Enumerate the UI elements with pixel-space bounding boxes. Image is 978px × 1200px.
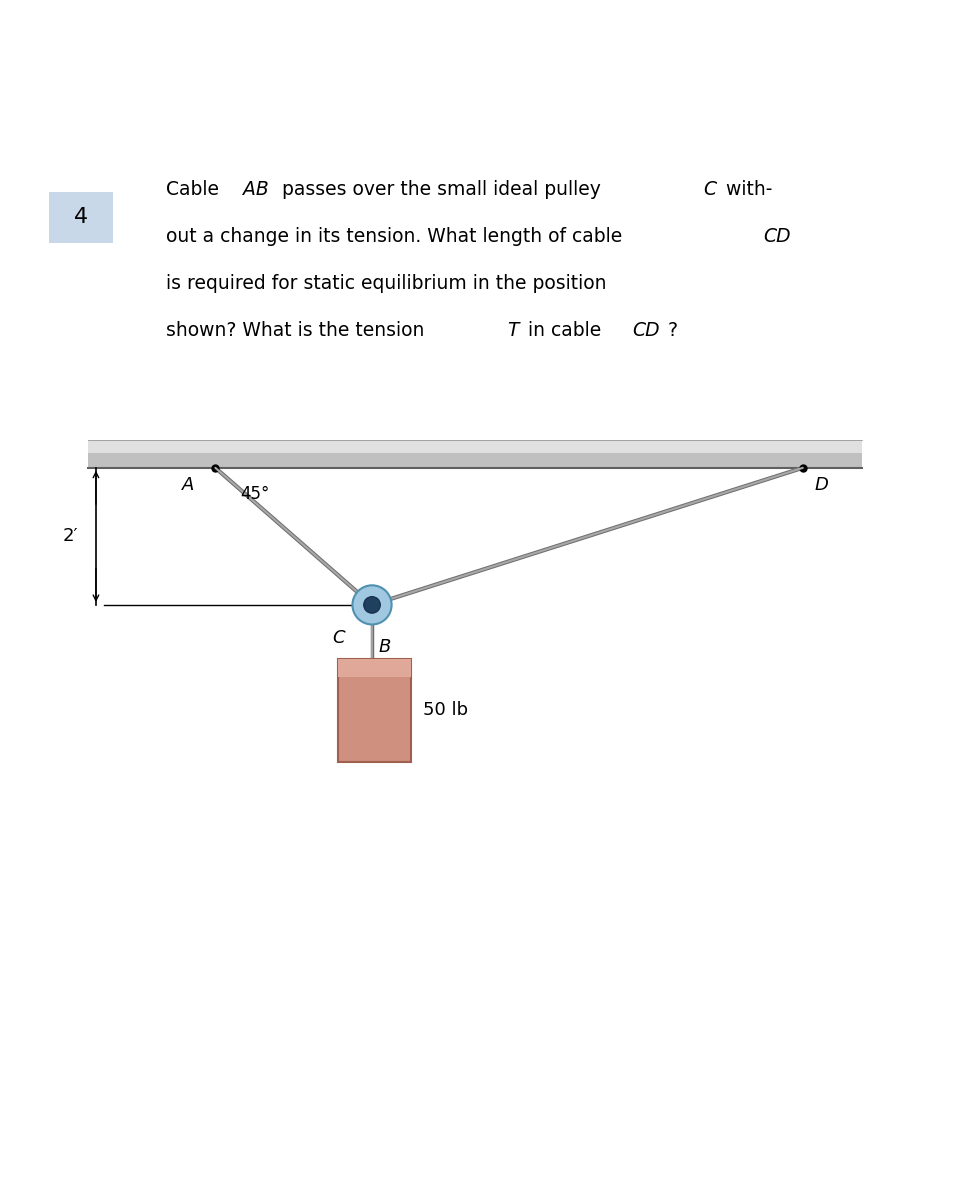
Text: CD: CD bbox=[762, 227, 789, 246]
Text: T: T bbox=[507, 320, 518, 340]
Text: 2′: 2′ bbox=[63, 527, 78, 545]
Text: in cable: in cable bbox=[522, 320, 607, 340]
Text: out a change in its tension. What length of cable: out a change in its tension. What length… bbox=[166, 227, 628, 246]
Text: shown? What is the tension: shown? What is the tension bbox=[166, 320, 430, 340]
Text: ?: ? bbox=[667, 320, 678, 340]
Text: with-: with- bbox=[719, 180, 772, 199]
FancyBboxPatch shape bbox=[49, 192, 112, 242]
Circle shape bbox=[352, 586, 391, 624]
Text: 4: 4 bbox=[73, 208, 88, 227]
Bar bbox=[337, 659, 411, 677]
Text: is required for static equilibrium in the position: is required for static equilibrium in th… bbox=[166, 274, 606, 293]
Bar bbox=[88, 440, 861, 468]
Text: B: B bbox=[378, 638, 391, 656]
Bar bbox=[88, 440, 861, 452]
Text: passes over the small ideal pulley: passes over the small ideal pulley bbox=[276, 180, 606, 199]
Text: A: A bbox=[181, 475, 194, 493]
Circle shape bbox=[364, 596, 379, 613]
Bar bbox=[337, 659, 411, 762]
Text: C: C bbox=[702, 180, 715, 199]
Text: D: D bbox=[814, 475, 827, 493]
Text: 50 lb: 50 lb bbox=[422, 701, 467, 719]
Text: C: C bbox=[332, 629, 344, 647]
Text: CD: CD bbox=[632, 320, 659, 340]
Text: 45°: 45° bbox=[240, 486, 269, 504]
Text: AB: AB bbox=[243, 180, 268, 199]
Text: Cable: Cable bbox=[166, 180, 225, 199]
